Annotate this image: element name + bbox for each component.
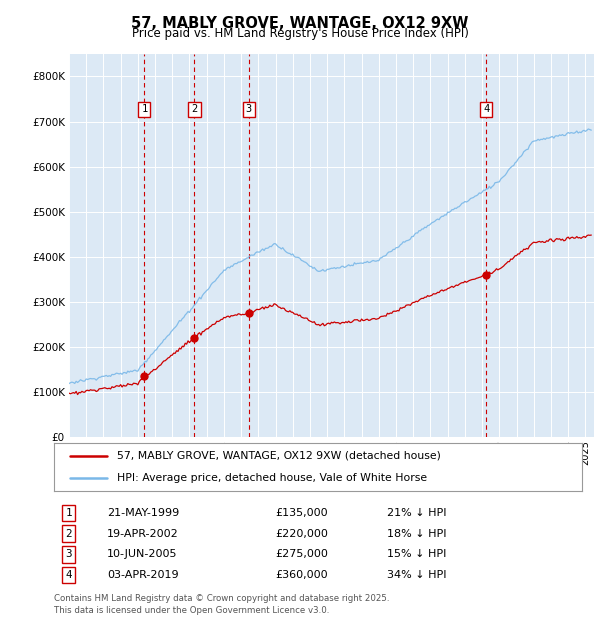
Text: 1: 1 (65, 508, 72, 518)
Text: 2: 2 (65, 529, 72, 539)
Text: 3: 3 (245, 105, 252, 115)
Text: 3: 3 (65, 549, 72, 559)
Text: 03-APR-2019: 03-APR-2019 (107, 570, 178, 580)
Text: 18% ↓ HPI: 18% ↓ HPI (386, 529, 446, 539)
Text: 57, MABLY GROVE, WANTAGE, OX12 9XW (detached house): 57, MABLY GROVE, WANTAGE, OX12 9XW (deta… (118, 451, 441, 461)
Text: 10-JUN-2005: 10-JUN-2005 (107, 549, 178, 559)
Text: 21% ↓ HPI: 21% ↓ HPI (386, 508, 446, 518)
Text: HPI: Average price, detached house, Vale of White Horse: HPI: Average price, detached house, Vale… (118, 473, 427, 483)
Text: 2: 2 (191, 105, 197, 115)
Text: £220,000: £220,000 (276, 529, 329, 539)
Text: £275,000: £275,000 (276, 549, 329, 559)
Text: Price paid vs. HM Land Registry's House Price Index (HPI): Price paid vs. HM Land Registry's House … (131, 27, 469, 40)
Text: 19-APR-2002: 19-APR-2002 (107, 529, 179, 539)
Text: £360,000: £360,000 (276, 570, 328, 580)
Text: 34% ↓ HPI: 34% ↓ HPI (386, 570, 446, 580)
Text: 4: 4 (483, 105, 490, 115)
Text: 15% ↓ HPI: 15% ↓ HPI (386, 549, 446, 559)
Text: 1: 1 (141, 105, 148, 115)
Text: 57, MABLY GROVE, WANTAGE, OX12 9XW: 57, MABLY GROVE, WANTAGE, OX12 9XW (131, 16, 469, 30)
Text: £135,000: £135,000 (276, 508, 328, 518)
Text: 4: 4 (65, 570, 72, 580)
Text: Contains HM Land Registry data © Crown copyright and database right 2025.
This d: Contains HM Land Registry data © Crown c… (54, 594, 389, 615)
Text: 21-MAY-1999: 21-MAY-1999 (107, 508, 179, 518)
